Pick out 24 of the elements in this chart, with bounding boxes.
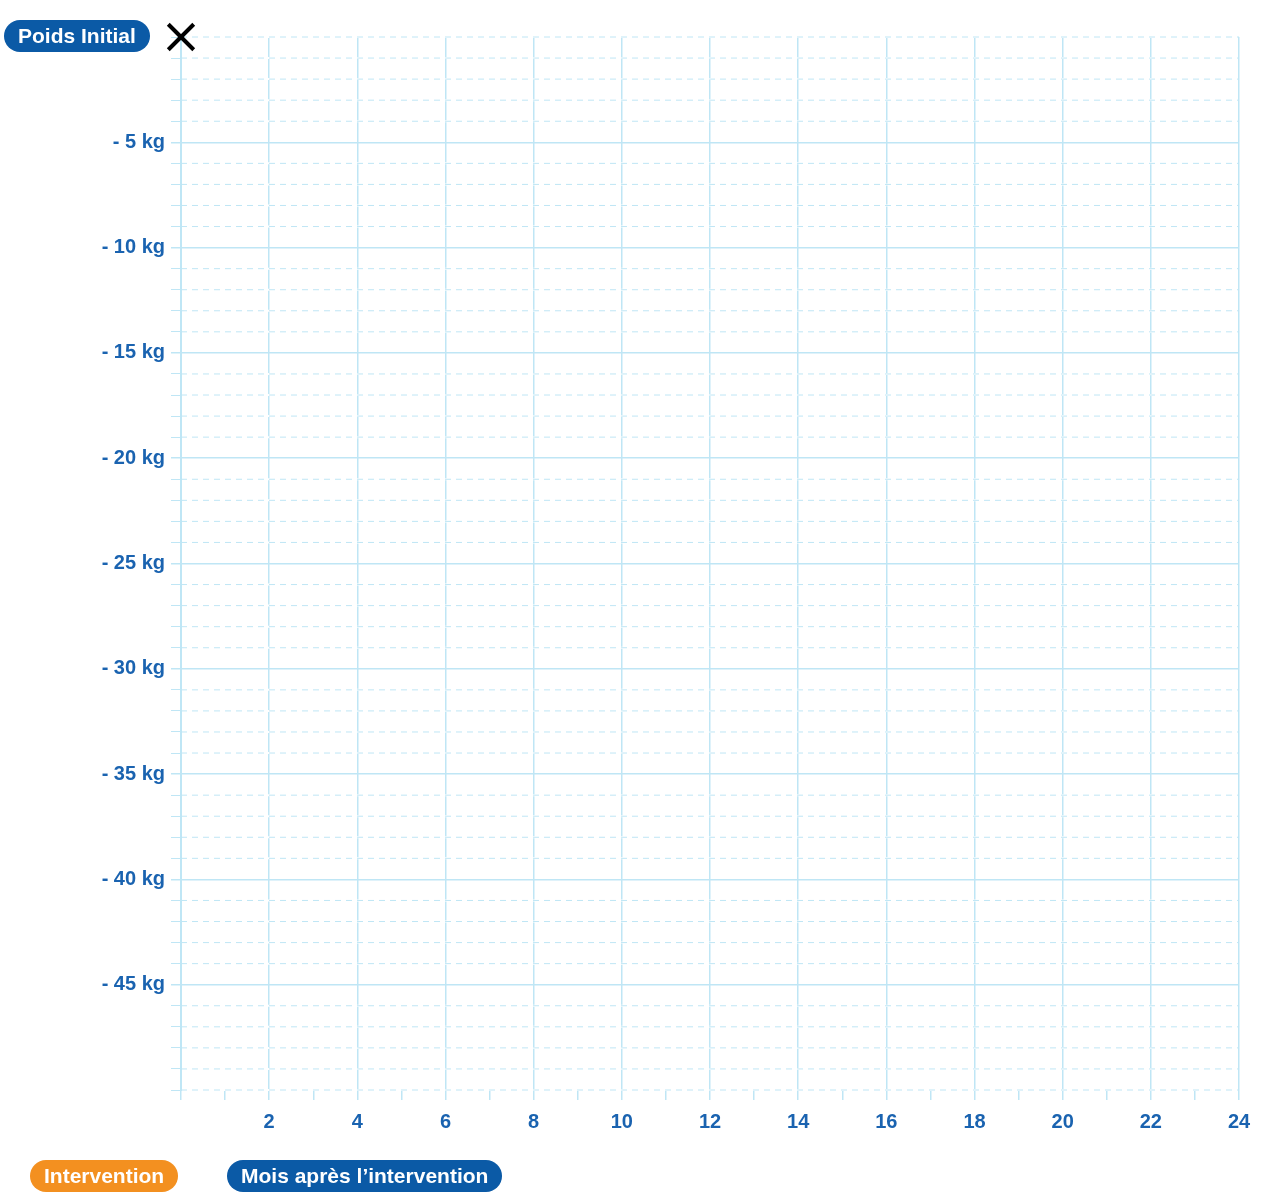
x-axis-title: Mois après l’intervention [227, 1160, 503, 1192]
x-tick-label: 12 [698, 1109, 722, 1132]
text: Intervention [30, 1160, 179, 1192]
x-tick-label: 10 [610, 1109, 633, 1132]
y-tick-label: - 30 kg [101, 656, 165, 679]
y-tick-label: - 5 kg [112, 129, 165, 152]
x-tick-label: 14 [787, 1109, 811, 1132]
y-tick-label: - 15 kg [101, 340, 165, 363]
x-tick-label: 16 [875, 1109, 898, 1132]
y-tick-label: - 35 kg [101, 761, 165, 784]
x-tick-label: 18 [963, 1109, 986, 1132]
x-tick-label: 20 [1051, 1109, 1074, 1132]
y-tick-label: - 40 kg [101, 866, 165, 889]
x-tick-label: 2 [263, 1109, 275, 1132]
y-tick-label: - 20 kg [101, 445, 165, 468]
x-tick-label: 8 [528, 1109, 540, 1132]
x-tick-label: 6 [439, 1109, 452, 1132]
y-tick-label: - 25 kg [101, 551, 165, 574]
x-tick-label: 24 [1227, 1109, 1251, 1132]
y-axis-title: Poids Initial [4, 20, 150, 52]
x-tick-label: 22 [1139, 1109, 1162, 1132]
y-tick-label: - 45 kg [101, 972, 165, 995]
x-tick-label: 4 [351, 1109, 364, 1132]
y-tick-label: - 10 kg [101, 235, 165, 258]
